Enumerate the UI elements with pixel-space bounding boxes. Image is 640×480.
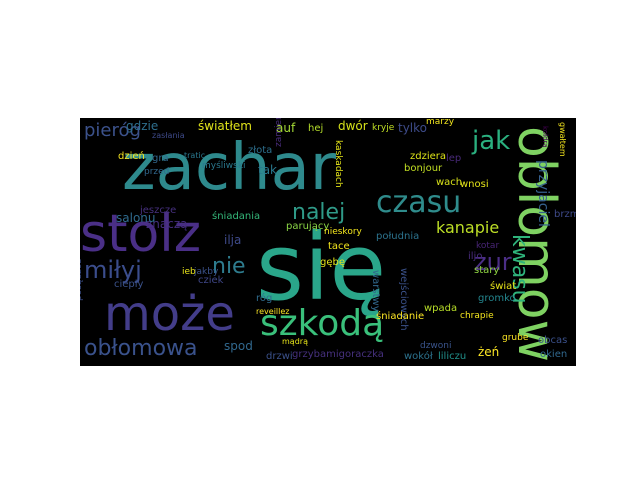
- word: bonjour: [404, 163, 443, 174]
- word: tace: [328, 241, 350, 252]
- word: obcas: [538, 335, 568, 346]
- word: kołdra: [541, 126, 549, 148]
- word: gdzie: [126, 119, 159, 133]
- word: żeń: [478, 345, 500, 359]
- word: może: [104, 286, 235, 342]
- word: róg: [256, 293, 273, 304]
- word: salonu: [116, 211, 156, 225]
- word: jakby: [194, 267, 219, 277]
- word: się: [256, 214, 387, 321]
- word: lep: [446, 153, 462, 164]
- word: marzy: [426, 118, 455, 127]
- word: gwałtem: [558, 122, 567, 157]
- word: zasłania: [152, 131, 185, 140]
- word: drzwi: [266, 351, 293, 362]
- word: kaskadach: [333, 140, 343, 188]
- word: kotar: [476, 241, 500, 251]
- word: warstwy: [370, 270, 381, 312]
- word: wach: [436, 177, 463, 188]
- word: grzybamigoraczka: [292, 349, 384, 360]
- word: mądrą: [282, 337, 308, 346]
- word: auf: [276, 121, 296, 135]
- word: śniadania: [212, 211, 261, 222]
- word: światłem: [198, 119, 252, 133]
- word: hej: [308, 123, 324, 134]
- word: kanapie: [436, 218, 500, 237]
- word: liliczu: [438, 351, 467, 362]
- word: ieb: [182, 267, 196, 277]
- word: nalej: [292, 200, 346, 225]
- word: śniadanie: [376, 311, 425, 322]
- word: gromko: [478, 293, 516, 304]
- word: gra: [152, 153, 169, 164]
- word: nie: [212, 254, 246, 279]
- word: stolz: [80, 204, 202, 264]
- word: przyjaciel: [535, 160, 551, 227]
- word: iljo: [468, 251, 483, 262]
- word: grube: [502, 333, 529, 343]
- word: dzwoni: [420, 341, 452, 351]
- word-cloud: się zachar stolz może oblomow szkodą cza…: [80, 118, 576, 366]
- word: okien: [540, 349, 568, 360]
- word: wpada: [424, 303, 458, 314]
- word: zamierzanie: [274, 118, 284, 147]
- word: znaczą: [146, 217, 188, 231]
- word: przed: [144, 167, 170, 177]
- word: ilja: [224, 233, 242, 247]
- word: zdziera: [410, 151, 447, 162]
- word: stary: [474, 265, 500, 276]
- word: miłyj: [84, 256, 142, 284]
- word: obłomowa: [84, 336, 198, 361]
- word: świat: [490, 281, 517, 292]
- word: spod: [224, 339, 253, 353]
- word: kryje: [372, 123, 395, 133]
- word: wokół: [404, 351, 433, 362]
- word: nieskory: [324, 227, 362, 237]
- word: brzmi: [554, 209, 576, 220]
- word: parujący: [286, 221, 330, 232]
- word: złota: [248, 145, 273, 156]
- word: gębę: [320, 257, 345, 268]
- word: tak: [258, 163, 278, 177]
- word: jak: [472, 126, 511, 156]
- word: chrapie: [460, 311, 494, 321]
- word: myśliwski: [202, 161, 246, 171]
- word: dwór: [338, 119, 368, 133]
- word: czasu: [376, 185, 462, 220]
- word: jeszcze: [140, 205, 177, 216]
- word: wnosi: [460, 179, 489, 190]
- word: dzień: [118, 151, 145, 162]
- word: posądzce: [80, 258, 84, 301]
- word: tylko: [398, 121, 428, 135]
- word: zur: [474, 248, 512, 276]
- word: zachar: [122, 131, 337, 205]
- word: szkodą: [260, 303, 385, 344]
- word: południa: [376, 231, 420, 242]
- word: pieróg: [84, 120, 141, 141]
- word: reveillez: [256, 307, 290, 316]
- word: cziek: [198, 275, 224, 286]
- word: cieply: [114, 279, 144, 290]
- word: tratic: [184, 151, 206, 160]
